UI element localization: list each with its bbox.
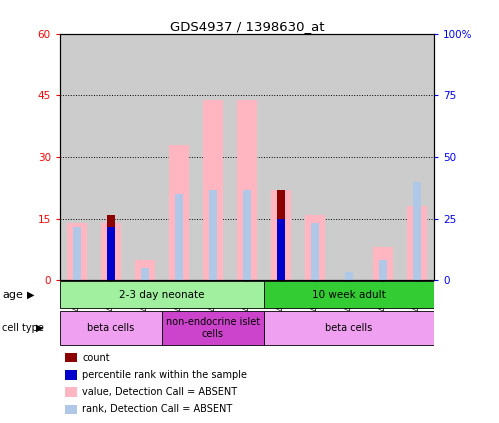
Bar <box>298 34 332 280</box>
Text: ▶: ▶ <box>27 290 35 300</box>
Text: age: age <box>2 290 23 300</box>
Bar <box>135 260 155 280</box>
Bar <box>373 247 393 280</box>
Bar <box>169 145 189 280</box>
Bar <box>264 281 434 308</box>
Text: non-endocrine islet
cells: non-endocrine islet cells <box>166 317 260 339</box>
Bar <box>345 272 353 280</box>
Bar <box>73 227 81 280</box>
Bar <box>243 190 251 280</box>
Bar <box>60 281 264 308</box>
Bar <box>407 206 427 280</box>
Bar <box>101 223 121 280</box>
Bar <box>379 260 387 280</box>
Bar <box>162 34 196 280</box>
Text: beta cells: beta cells <box>325 323 373 333</box>
Bar <box>67 223 87 280</box>
Bar <box>230 34 264 280</box>
Bar <box>175 194 183 280</box>
Bar <box>128 34 162 280</box>
Bar <box>60 311 162 345</box>
Title: GDS4937 / 1398630_at: GDS4937 / 1398630_at <box>170 20 324 33</box>
Text: ▶: ▶ <box>36 323 43 333</box>
Bar <box>305 214 325 280</box>
Bar <box>209 190 217 280</box>
Bar <box>107 227 115 280</box>
Bar <box>237 99 257 280</box>
Bar <box>332 34 366 280</box>
Text: cell type: cell type <box>2 323 44 333</box>
Text: percentile rank within the sample: percentile rank within the sample <box>82 370 248 380</box>
Text: 2-3 day neonate: 2-3 day neonate <box>119 290 205 300</box>
Bar <box>413 181 421 280</box>
Bar <box>277 190 285 280</box>
Bar <box>264 311 434 345</box>
Bar <box>162 311 264 345</box>
Text: value, Detection Call = ABSENT: value, Detection Call = ABSENT <box>82 387 238 397</box>
Bar <box>196 34 230 280</box>
Bar <box>203 99 223 280</box>
Bar <box>94 34 128 280</box>
Text: count: count <box>82 353 110 363</box>
Text: 10 week adult: 10 week adult <box>312 290 386 300</box>
Bar <box>60 34 94 280</box>
Bar <box>311 223 319 280</box>
Bar <box>366 34 400 280</box>
Bar <box>277 223 285 280</box>
Text: beta cells: beta cells <box>87 323 135 333</box>
Text: rank, Detection Call = ABSENT: rank, Detection Call = ABSENT <box>82 404 233 414</box>
Bar <box>141 268 149 280</box>
Bar <box>107 214 115 280</box>
Bar <box>277 219 285 280</box>
Bar <box>400 34 434 280</box>
Bar <box>271 190 291 280</box>
Bar <box>107 231 115 280</box>
Bar <box>264 34 298 280</box>
